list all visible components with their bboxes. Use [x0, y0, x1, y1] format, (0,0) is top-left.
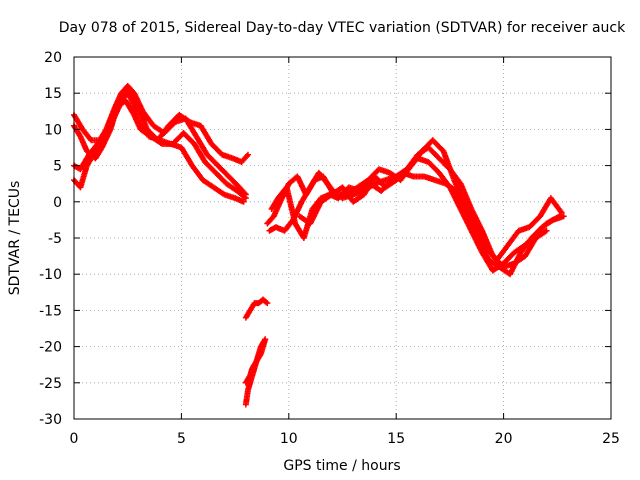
y-tick-label: -5: [48, 231, 62, 247]
tick-labels: 0 5 10 15 20 25 -30 -25 -20 -15 -10 -5 0 5 10 15 20: [39, 50, 620, 447]
y-tick-label: -15: [39, 303, 62, 319]
chart-title: Day 078 of 2015, Sidereal Day-to-day VTE…: [59, 20, 626, 36]
y-tick-label: 15: [44, 86, 62, 102]
data-point: [560, 213, 567, 220]
data-point: [240, 198, 247, 205]
data-point: [241, 194, 248, 201]
data-point: [262, 336, 269, 343]
data-point: [264, 300, 271, 307]
series-t3: [71, 90, 251, 165]
data-point: [243, 152, 250, 159]
data-marks: [71, 82, 567, 408]
y-tick-label: 20: [44, 50, 62, 66]
x-axis-title: GPS time / hours: [283, 458, 400, 474]
series-t4: [71, 97, 249, 202]
y-tick-label: -25: [39, 376, 62, 392]
y-tick-label: 5: [53, 159, 62, 175]
data-point: [242, 195, 249, 202]
y-tick-label: 0: [53, 195, 62, 211]
x-tick-label: 20: [495, 431, 513, 447]
data-point: [263, 299, 270, 306]
x-tick-label: 25: [602, 431, 620, 447]
y-tick-label: 10: [44, 122, 62, 138]
data-point: [244, 151, 251, 158]
axis-ticks: [73, 56, 612, 420]
series-t11: [296, 144, 550, 270]
data-point: [543, 227, 550, 234]
x-tick-label: 0: [70, 431, 79, 447]
y-tick-label: -10: [39, 267, 62, 283]
series-t6: [242, 336, 269, 386]
y-tick-label: -30: [39, 412, 62, 428]
x-tick-label: 5: [177, 431, 186, 447]
series-t7: [242, 296, 271, 321]
y-axis-title: SDTVAR / TECUs: [7, 181, 23, 296]
grid-lines: [74, 57, 611, 419]
x-tick-label: 15: [387, 431, 405, 447]
y-tick-label: -20: [39, 340, 62, 356]
x-tick-label: 10: [280, 431, 298, 447]
